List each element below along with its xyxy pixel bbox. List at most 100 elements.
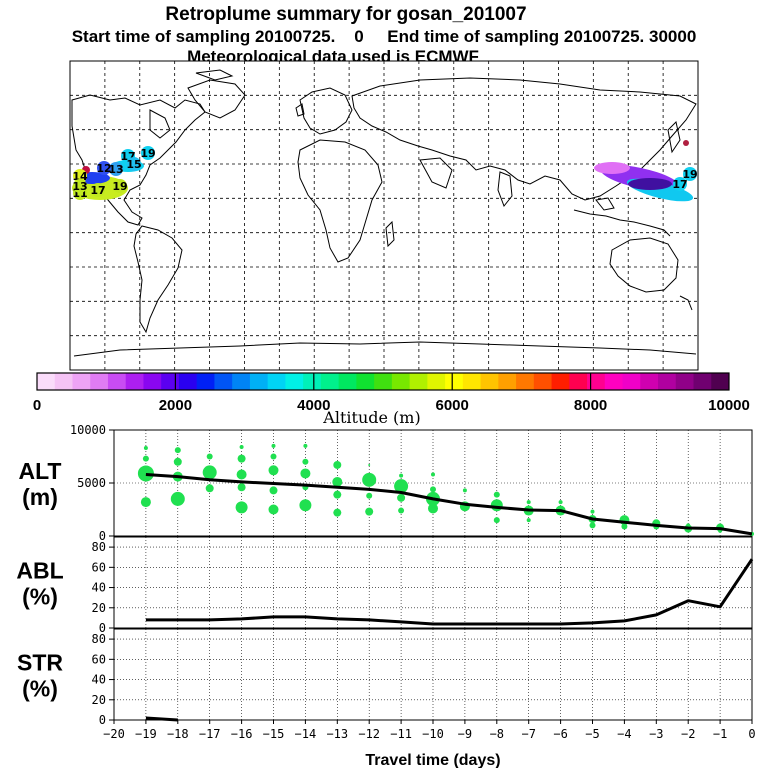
colorbar-swatch <box>303 373 322 390</box>
scatter-point <box>490 499 503 512</box>
scatter-point <box>526 518 531 523</box>
scatter-point <box>526 500 531 505</box>
scatter-point <box>686 523 691 528</box>
colorbar-swatch <box>445 373 464 390</box>
series-line <box>145 473 753 536</box>
scatter-point <box>428 503 438 514</box>
x-tick-label: −8 <box>490 727 504 741</box>
scatter-point <box>300 468 311 479</box>
colorbar-swatch <box>54 373 73 390</box>
scatter-point <box>206 453 213 460</box>
panel-ylabel: ABL <box>16 558 63 584</box>
colorbar-swatch <box>320 373 340 390</box>
colorbar-swatch <box>551 373 570 390</box>
plume-label: 14 <box>72 170 88 183</box>
scatter-point <box>430 486 436 493</box>
y-tick-label: 0 <box>99 713 106 727</box>
plume-label: 19 <box>112 180 127 193</box>
x-tick-label: −18 <box>167 727 189 741</box>
x-tick-label: −19 <box>135 727 157 741</box>
time-series-panels: 0500010000ALT(m)020406080ABL(%)020406080… <box>16 423 755 768</box>
colorbar-swatch <box>587 373 606 390</box>
colorbar-swatch <box>249 373 269 390</box>
plume-label: 17 <box>672 178 687 191</box>
colorbar-swatch <box>498 373 517 390</box>
plume-label: 17 <box>90 184 105 197</box>
y-tick-label: 5000 <box>77 476 106 490</box>
scatter-point <box>202 465 217 480</box>
x-tick-label: −16 <box>231 727 253 741</box>
y-tick-label: 40 <box>92 673 106 687</box>
plume-label: 15 <box>126 158 141 171</box>
plume-east-dark <box>628 178 672 190</box>
colorbar-tick-label: 6000 <box>436 397 469 414</box>
panel-ylabel: (%) <box>22 676 58 702</box>
colorbar-swatch <box>214 373 233 390</box>
x-tick-label: 0 <box>748 727 755 741</box>
colorbar-swatch <box>533 373 553 390</box>
scatter-point <box>558 500 563 505</box>
colorbar-swatch <box>516 373 535 390</box>
y-tick-label: 10000 <box>70 423 106 437</box>
scatter-point <box>399 473 404 478</box>
colorbar-swatch <box>125 373 144 390</box>
scatter-point <box>397 493 406 502</box>
y-tick-label: 0 <box>99 529 106 543</box>
scatter-point <box>366 492 373 499</box>
colorbar-swatch <box>604 373 624 390</box>
plume-east <box>594 140 694 202</box>
x-tick-label: −5 <box>585 727 599 741</box>
plume-label: 19 <box>682 168 697 181</box>
series-line <box>145 716 178 722</box>
colorbar-swatch <box>374 373 393 390</box>
colorbar-tick-label: 10000 <box>708 397 750 414</box>
colorbar-swatch <box>161 373 180 390</box>
sampling-time: Start time of sampling 20100725. 0 End t… <box>72 27 697 46</box>
scatter-point <box>237 454 246 463</box>
scatter-point <box>332 476 343 487</box>
scatter-point <box>239 444 244 449</box>
colorbar-tick-label: 8000 <box>574 397 607 414</box>
colorbar-swatch <box>285 373 304 390</box>
scatter-point <box>333 460 342 469</box>
scatter-point <box>142 455 149 462</box>
scatter-point <box>394 479 409 494</box>
colorbar-tick-label: 2000 <box>159 397 192 414</box>
colorbar-swatch <box>356 373 375 390</box>
scatter-point <box>268 465 279 476</box>
plume-label-dot <box>73 179 87 193</box>
scatter-point <box>333 490 342 499</box>
plume-label-dot <box>673 177 687 191</box>
scatter-point <box>237 483 246 492</box>
scatter-point <box>143 446 148 451</box>
map-frame <box>69 60 699 371</box>
plume-label-dot <box>97 161 111 175</box>
plume-label-dot <box>109 162 123 176</box>
plume-east-dot <box>683 140 689 146</box>
x-tick-label: −14 <box>295 727 317 741</box>
plume-label: 13 <box>72 180 87 193</box>
scatter-point <box>299 499 312 512</box>
colorbar-swatch <box>143 373 162 390</box>
colorbar-swatch <box>178 373 198 390</box>
series-line <box>145 558 754 626</box>
scatter-point <box>173 457 182 466</box>
plume-label: 12 <box>96 162 111 175</box>
x-tick-label: −6 <box>553 727 567 741</box>
scatter-point <box>362 472 377 487</box>
scatter-point <box>269 486 278 495</box>
panel-ylabel: (m) <box>22 484 58 510</box>
scatter-point <box>589 522 596 529</box>
scatter-point <box>270 453 277 460</box>
plume-label-dot <box>113 179 127 193</box>
scatter-point <box>271 443 276 448</box>
colorbar-swatch <box>107 373 127 390</box>
colorbar-swatch <box>427 373 446 390</box>
x-tick-label: −3 <box>649 727 663 741</box>
scatter-point <box>493 517 500 524</box>
y-tick-label: 80 <box>92 540 106 554</box>
plume-label-dot <box>127 157 141 171</box>
